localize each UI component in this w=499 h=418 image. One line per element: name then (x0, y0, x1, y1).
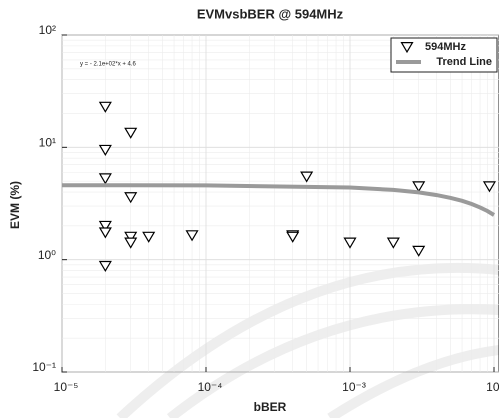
marker (98, 101, 112, 113)
marker (142, 231, 156, 243)
marker (386, 237, 400, 249)
plot-area (61, 34, 499, 373)
y-axis-label: EVM (%) (8, 181, 22, 229)
marker (98, 173, 112, 185)
marker (98, 144, 112, 156)
marker (286, 231, 300, 243)
marker (98, 260, 112, 273)
grid-layer (61, 34, 499, 373)
marker (124, 231, 138, 243)
marker (124, 237, 138, 249)
marker (343, 237, 357, 249)
x-axis-label: bBER (254, 400, 287, 414)
y-tick-label: 10² (39, 23, 56, 37)
chart-title: EVMvsbBER @ 594MHz (197, 6, 344, 21)
marker (124, 192, 138, 204)
y-tick-label: 10⁻¹ (32, 360, 56, 374)
legend-swatch (400, 42, 414, 54)
marker (185, 230, 199, 242)
trend-line (61, 183, 496, 217)
y-tick-label: 10¹ (39, 136, 56, 150)
x-tick-label: 10⁻³ (342, 380, 366, 394)
legend-label: Trend Line (436, 56, 492, 68)
marker (412, 181, 426, 193)
equation: y = - 2.1e+02*x + 4.6 (80, 62, 137, 68)
marker (300, 171, 314, 183)
y-tick-label: 10⁰ (38, 248, 56, 262)
marker (412, 245, 426, 257)
x-tick-label: 10⁻⁴ (198, 380, 223, 394)
x-tick-label: 10⁻⁵ (54, 380, 79, 394)
marker (98, 227, 112, 239)
marker (98, 220, 112, 232)
legend-label: 594MHz (425, 41, 466, 53)
x-tick-label: 10⁻² (486, 380, 499, 394)
watermark (116, 262, 499, 418)
marker (124, 127, 138, 139)
marker (482, 181, 497, 193)
